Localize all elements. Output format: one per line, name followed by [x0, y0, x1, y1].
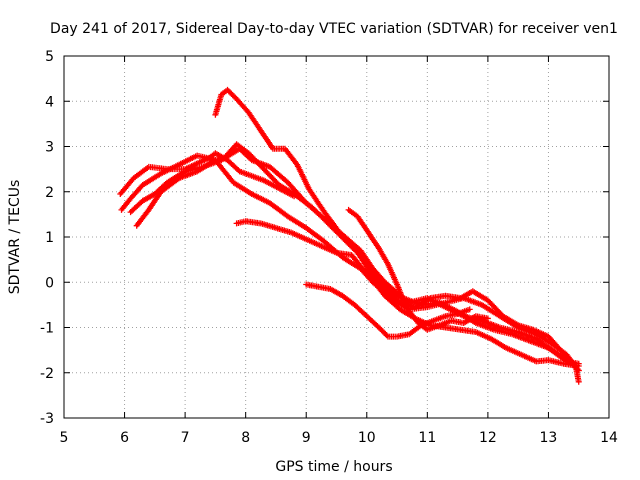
y-tick-label: -3	[40, 411, 54, 427]
y-axis-label: SDTVAR / TECUs	[7, 180, 23, 295]
x-tick-label: 10	[358, 430, 376, 446]
x-tick-label: 13	[540, 430, 558, 446]
data-point-markers	[117, 150, 298, 200]
x-tick-label: 5	[60, 430, 69, 446]
series-track-1	[117, 150, 298, 200]
y-tick-label: 5	[45, 49, 54, 65]
x-axis-label: GPS time / hours	[275, 459, 392, 475]
series-track-7	[303, 281, 473, 340]
data-points	[117, 86, 582, 385]
x-tick-label: 9	[302, 430, 311, 446]
y-tick-label: 3	[45, 140, 54, 156]
series-track-6	[233, 218, 582, 369]
x-tick-label: 14	[600, 430, 618, 446]
series-track-2	[118, 152, 582, 374]
y-tick-label: 0	[45, 275, 54, 291]
y-tick-label: 4	[45, 94, 54, 110]
data-point-markers	[212, 86, 582, 385]
data-point-markers	[118, 152, 582, 374]
y-tick-label: -2	[40, 366, 54, 382]
x-tick-label: 8	[241, 430, 250, 446]
data-point-markers	[233, 218, 582, 369]
y-tick-label: -1	[40, 321, 54, 337]
y-tick-label: 2	[45, 185, 54, 201]
grid-lines	[64, 56, 609, 418]
chart-title: Day 241 of 2017, Sidereal Day-to-day VTE…	[50, 21, 618, 37]
x-tick-label: 6	[120, 430, 129, 446]
series-track-8	[345, 206, 491, 333]
series-track-5	[212, 86, 582, 385]
x-tick-label: 12	[479, 430, 497, 446]
data-point-markers	[345, 206, 491, 333]
x-tick-label: 7	[181, 430, 190, 446]
data-point-markers	[303, 281, 473, 340]
y-tick-label: 1	[45, 230, 54, 246]
x-tick-label: 11	[418, 430, 436, 446]
